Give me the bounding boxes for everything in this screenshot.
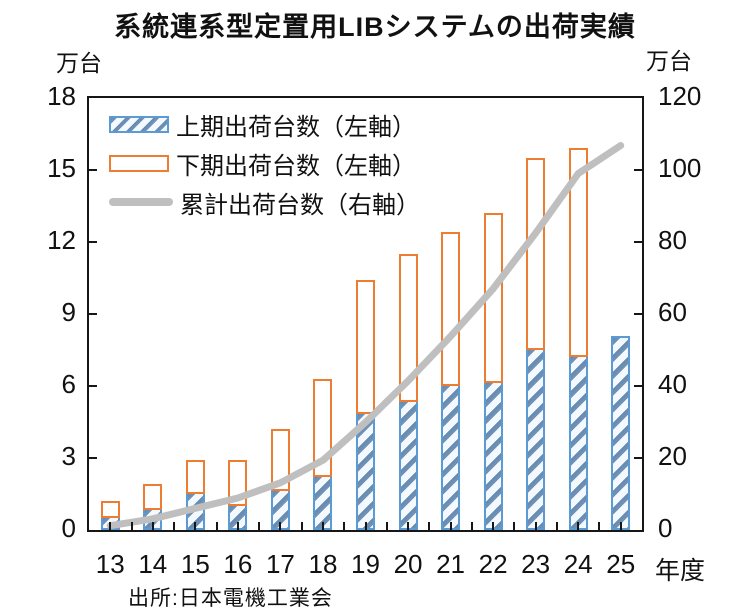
bar-lower-21 — [441, 232, 461, 386]
x-axis-tick — [470, 522, 473, 530]
legend-item-lower: 下期出荷台数（左軸） — [109, 150, 420, 180]
x-axis-tick — [194, 522, 197, 530]
x-axis-suffix-label: 年度 — [655, 557, 706, 585]
x-axis-tick — [258, 522, 261, 530]
y-axis-label-left-18: 18 — [47, 81, 76, 111]
x-axis-tick — [407, 522, 410, 530]
chart-plot-area: 上期出荷台数（左軸） 下期出荷台数（左軸） 累計出荷台数（右軸） — [87, 96, 644, 532]
y-axis-tick-right — [634, 169, 642, 171]
bar-upper-19 — [356, 412, 375, 530]
legend-item-cumulative: 累計出荷台数（右軸） — [109, 189, 420, 219]
x-axis-label-17: 17 — [265, 549, 295, 579]
x-axis-tick — [364, 522, 367, 530]
x-axis-label-25: 25 — [606, 549, 636, 579]
x-axis-tick — [385, 522, 388, 530]
y-axis-label-right-100: 100 — [658, 153, 702, 183]
y-axis-label-left-6: 6 — [61, 369, 76, 399]
bar-lower-23 — [526, 158, 546, 350]
bar-upper-24 — [568, 354, 588, 530]
bar-lower-13 — [100, 501, 120, 518]
y-axis-tick-left — [89, 385, 97, 387]
y-axis-label-right-80: 80 — [658, 225, 687, 255]
cumulative-line-swatch-icon — [109, 198, 173, 206]
bar-lower-14 — [143, 484, 163, 511]
x-axis-label-24: 24 — [563, 549, 593, 579]
x-axis-label-13: 13 — [95, 549, 125, 579]
x-axis-tick — [555, 522, 558, 530]
x-axis-tick — [577, 522, 580, 530]
y-axis-tick-right — [634, 313, 642, 315]
bar-upper-21 — [441, 383, 461, 530]
y-axis-label-right-20: 20 — [658, 441, 687, 471]
x-axis-label-22: 22 — [478, 549, 508, 579]
y-axis-label-right-0: 0 — [658, 513, 673, 543]
x-axis-label-14: 14 — [138, 549, 168, 579]
y-axis-label-left-3: 3 — [61, 441, 76, 471]
x-axis-label-16: 16 — [223, 549, 253, 579]
y-axis-tick-left — [89, 241, 97, 243]
y-axis-tick-left — [89, 457, 97, 459]
x-axis-tick — [279, 522, 282, 530]
upper-bar-swatch-icon — [109, 115, 169, 133]
bar-upper-22 — [483, 381, 503, 530]
lower-bar-swatch-icon — [109, 154, 169, 172]
legend-label-upper: 上期出荷台数（左軸） — [176, 113, 416, 141]
x-axis-tick — [130, 522, 133, 530]
y-axis-label-right-60: 60 — [658, 297, 687, 327]
source-note: 出所:日本電機工業会 — [128, 587, 333, 610]
x-axis-tick — [513, 522, 516, 530]
x-axis-tick — [619, 522, 622, 530]
x-axis-label-18: 18 — [308, 549, 338, 579]
bar-lower-18 — [313, 378, 333, 477]
x-axis-tick — [173, 522, 176, 530]
bar-lower-19 — [356, 280, 375, 415]
bar-lower-16 — [228, 460, 248, 506]
x-axis-tick — [428, 522, 431, 530]
x-axis-tick — [236, 522, 239, 530]
y-axis-label-left-12: 12 — [47, 225, 76, 255]
legend: 上期出荷台数（左軸） 下期出荷台数（左軸） 累計出荷台数（右軸） — [109, 111, 420, 219]
right-axis-unit-label: 万台 — [646, 48, 692, 74]
x-axis-tick — [492, 522, 495, 530]
y-axis-tick-right — [634, 385, 642, 387]
y-axis-label-right-120: 120 — [658, 81, 702, 111]
x-axis-tick — [534, 522, 537, 530]
x-axis-label-15: 15 — [180, 549, 210, 579]
legend-item-upper: 上期出荷台数（左軸） — [109, 111, 420, 141]
y-axis-label-left-0: 0 — [61, 513, 76, 543]
legend-label-lower: 下期出荷台数（左軸） — [176, 152, 416, 180]
x-axis-tick — [598, 522, 601, 530]
y-axis-tick-right — [634, 241, 642, 243]
x-axis-tick — [343, 522, 346, 530]
page-title: 系統連系型定置用LIBシステムの出荷実績 — [114, 12, 636, 42]
x-axis-tick — [300, 522, 303, 530]
y-axis-label-right-40: 40 — [658, 369, 687, 399]
bar-lower-17 — [270, 429, 290, 492]
x-axis-label-19: 19 — [351, 549, 380, 579]
y-axis-tick-left — [89, 169, 97, 171]
y-axis-label-left-9: 9 — [61, 297, 76, 327]
x-axis-tick — [109, 522, 112, 530]
bar-upper-20 — [398, 400, 418, 530]
legend-label-cumulative: 累計出荷台数（右軸） — [180, 191, 420, 219]
x-axis-tick — [449, 522, 452, 530]
x-axis-label-23: 23 — [521, 549, 551, 579]
y-axis-label-left-15: 15 — [47, 153, 76, 183]
left-axis-unit-label: 万台 — [56, 50, 102, 76]
bar-lower-15 — [185, 460, 205, 494]
x-axis-label-21: 21 — [436, 549, 466, 579]
bar-upper-23 — [526, 347, 546, 530]
x-axis-label-20: 20 — [393, 549, 423, 579]
y-axis-tick-right — [634, 457, 642, 459]
x-axis-tick — [321, 522, 324, 530]
bar-lower-20 — [398, 254, 418, 403]
y-axis-tick-left — [89, 313, 97, 315]
bar-upper-18 — [313, 474, 333, 530]
x-axis-tick — [215, 522, 218, 530]
cumulative-line — [106, 142, 625, 530]
bar-lower-24 — [568, 148, 588, 357]
x-axis-tick — [151, 522, 154, 530]
